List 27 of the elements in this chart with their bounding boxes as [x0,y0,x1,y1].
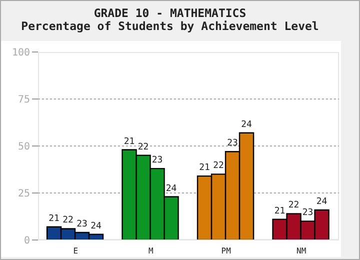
x-tick-label: M [148,246,154,256]
y-tick-label: 25 [18,188,30,200]
y-tick-label: 0 [24,236,30,247]
text: 21 [274,206,286,216]
text: 24 [166,184,177,194]
text: 22 [288,200,300,211]
x-tick-label: PM [221,246,232,256]
series-label: 22 [62,216,74,226]
text: 22 [213,161,224,172]
text: 22 [138,142,149,152]
series-label: 21 [48,214,60,224]
y-tick-label: 100 [12,48,30,59]
chart-subtitle: Percentage of Students by Achievement Level [20,19,320,33]
series-label: 23 [76,219,88,230]
text: 23 [152,156,163,166]
series-label: 24 [90,221,102,232]
text: 23 [302,208,314,218]
text: 21 [124,136,135,147]
y-tick-label: 50 [18,142,30,153]
y-tick-label: 75 [18,94,30,106]
x-tick-label: NM [296,246,306,256]
x-tick-label: E [73,246,78,256]
text: 23 [227,138,238,149]
text: 21 [199,163,210,174]
chart-title: GRADE 10 - MATHEMATICS [92,6,248,20]
text: 24 [241,120,252,130]
text: 24 [316,196,328,207]
